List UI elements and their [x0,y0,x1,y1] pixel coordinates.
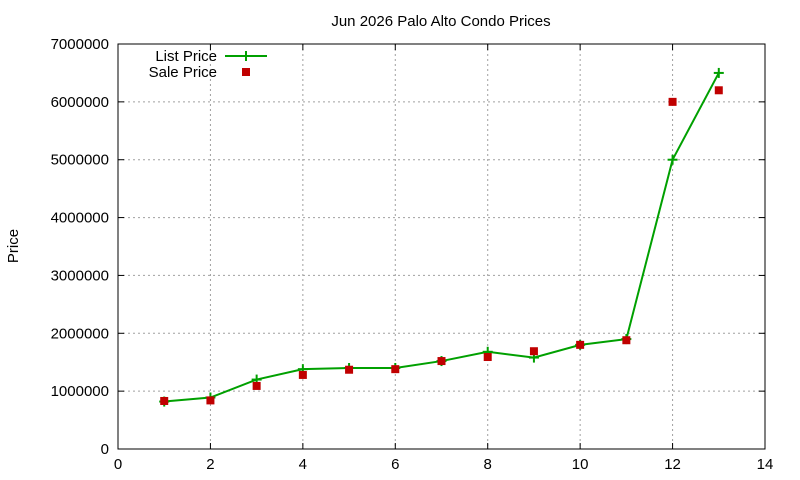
x-tick-label: 2 [206,456,214,473]
list-price-point [713,67,724,78]
list-price-line [164,72,720,403]
legend-plus-marker [241,51,251,61]
sale-price-point [622,336,631,345]
x-tick-label: 0 [114,456,122,473]
x-tick-label: 4 [299,456,307,473]
y-tick-label: 5000000 [51,152,109,169]
sale-price-point [437,357,446,366]
legend-label: List Price [155,48,217,65]
series-0 [159,67,724,407]
y-axis-label: Price [5,229,22,263]
legend-label: Sale Price [149,64,217,81]
x-tick-label: 14 [757,456,774,473]
series-1 [160,86,723,405]
list-price-point [667,154,678,165]
y-tick-label: 6000000 [51,94,109,111]
sale-price-point [576,340,585,349]
plot-frame [117,43,766,450]
series-layer [159,67,724,407]
grid [118,44,765,449]
y-tick-label: 1000000 [51,383,109,400]
sale-price-point [206,396,215,405]
sale-price-point [529,347,538,356]
legend-item: Sale Price [149,64,250,81]
x-tick-label: 6 [391,456,399,473]
sale-price-point [714,86,723,95]
sale-price-point [160,396,169,405]
y-tick-label: 7000000 [51,36,109,53]
legend-item: List Price [155,48,267,65]
sale-price-point [252,381,261,390]
sale-price-point [668,97,677,106]
y-tick-label: 3000000 [51,267,109,284]
y-tick-label: 4000000 [51,210,109,227]
y-tick-label: 0 [101,441,109,458]
x-tick-label: 8 [484,456,492,473]
chart-title: Jun 2026 Palo Alto Condo Prices [331,13,550,30]
sale-price-point [298,370,307,379]
x-tick-label: 10 [572,456,589,473]
sale-price-point [391,365,400,374]
legend-square-marker [242,68,250,76]
y-tick-label: 2000000 [51,325,109,342]
sale-price-point [483,353,492,362]
sale-price-point [345,365,354,374]
x-tick-label: 12 [664,456,681,473]
